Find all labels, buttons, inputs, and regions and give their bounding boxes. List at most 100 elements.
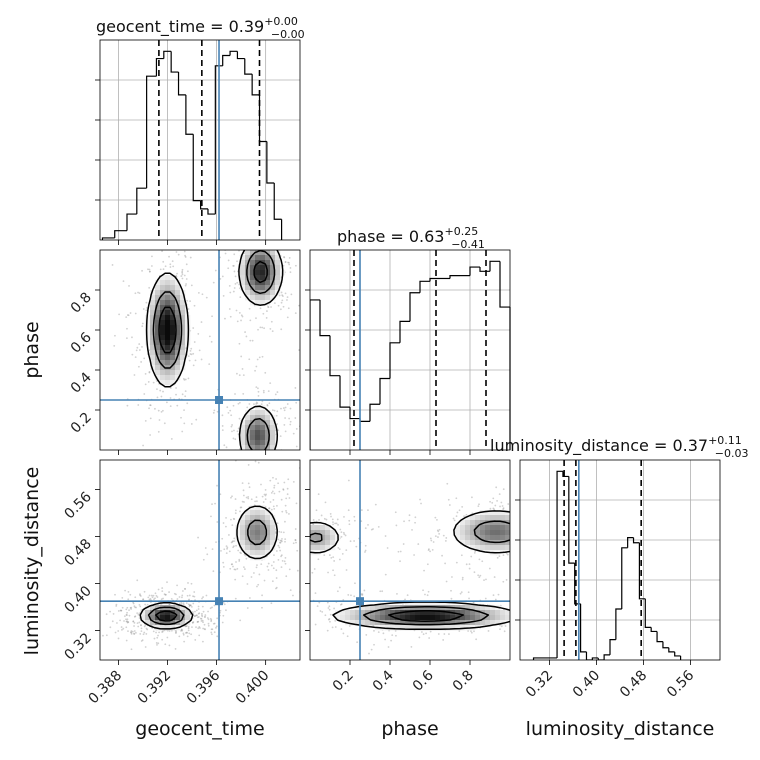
density-cell-0-30-0 [250, 250, 256, 256]
sample-point-2-814 [288, 526, 290, 528]
sample-point-2-167 [530, 503, 532, 505]
density-cell-0-33-33 [265, 415, 271, 421]
sample-point-1-712 [195, 626, 197, 629]
sample-point-2-670 [459, 592, 462, 595]
sample-point-1-258 [279, 541, 282, 544]
density-cell-0-29-34 [245, 420, 251, 426]
sample-point-1-56 [127, 621, 130, 623]
sample-point-2-410 [523, 628, 525, 630]
density-cell-0-28-6 [240, 280, 246, 286]
sample-point-1-883 [183, 640, 186, 643]
density-cell-2-38-12 [500, 520, 506, 526]
sample-point-0-208 [295, 445, 298, 448]
sample-point-2-378 [493, 508, 496, 511]
density-cell-0-32-33 [260, 415, 266, 421]
density-cell-0-30-3 [250, 265, 256, 271]
sample-point-2-91 [301, 544, 303, 546]
sample-point-0-83 [276, 201, 278, 203]
density-cell-0-32-9 [260, 295, 266, 301]
sample-point-2-515 [467, 591, 470, 594]
sample-point-2-449 [295, 550, 297, 552]
density-cell-0-34-1 [270, 255, 276, 261]
sample-point-0-667 [249, 339, 252, 342]
density-cell-2-14-29 [380, 605, 386, 611]
density-cell-0-13-18 [165, 340, 171, 346]
sample-point-0-598 [267, 456, 269, 458]
sample-point-0-633 [192, 352, 195, 355]
density-cell-2-39-13 [505, 525, 510, 531]
sample-point-0-330 [198, 349, 201, 352]
sample-point-1-838 [156, 643, 158, 646]
density-cell-1-31-10 [255, 510, 261, 516]
density-cell-2-0-16 [310, 540, 316, 546]
sample-point-0-254 [243, 452, 245, 454]
sample-point-0-350 [289, 245, 291, 247]
sample-point-2-844 [408, 519, 411, 522]
sample-point-0-217 [234, 282, 237, 285]
sample-point-0-890 [149, 404, 152, 407]
sample-point-0-882 [229, 315, 232, 318]
sample-point-2-487 [390, 639, 393, 642]
density-cell-2-30-29 [460, 605, 466, 611]
sample-point-1-462 [280, 531, 283, 533]
density-cell-2-39-14 [505, 530, 510, 536]
density-cell-0-13-12 [165, 310, 171, 316]
sample-point-1-70 [188, 594, 191, 597]
density-cell-0-10-22 [150, 360, 156, 366]
density-cell-0-11-11 [155, 305, 161, 311]
sample-point-0-666 [170, 234, 172, 236]
sample-point-2-859 [287, 567, 289, 569]
sample-point-1-570 [285, 575, 288, 578]
sample-point-0-105 [284, 246, 286, 248]
sample-point-0-578 [282, 305, 285, 308]
sample-point-0-259 [276, 423, 278, 425]
sample-point-0-464 [212, 281, 215, 284]
sample-point-0-139 [269, 382, 272, 385]
sample-point-2-557 [336, 518, 339, 521]
sample-point-0-713 [131, 353, 134, 356]
density-cell-0-15-22 [175, 360, 181, 366]
density-cell-0-12-6 [160, 280, 166, 286]
sample-point-1-616 [219, 609, 222, 612]
sample-point-0-855 [256, 244, 258, 246]
density-cell-2-32-11 [470, 515, 476, 521]
title-phase: phase = 0.63+0.25 −0.41 [337, 225, 485, 251]
sample-point-0-37 [237, 462, 239, 464]
density-cell-1-11-30 [155, 610, 161, 616]
density-cell-2-7-30 [345, 610, 351, 616]
hist-bin-phase-10 [409, 292, 420, 322]
sample-point-2-580 [497, 593, 500, 596]
sample-point-1-791 [161, 630, 164, 633]
sample-point-2-447 [314, 623, 317, 626]
density-cell-2-30-14 [460, 530, 466, 536]
sample-point-2-203 [511, 551, 513, 553]
sample-point-1-560 [170, 597, 173, 600]
sample-point-1-347 [241, 482, 244, 485]
sample-point-1-846 [138, 617, 141, 619]
sample-point-0-220 [182, 377, 185, 380]
sample-point-0-704 [294, 387, 297, 389]
density-cell-2-32-29 [470, 605, 476, 611]
sample-point-0-92 [134, 356, 137, 358]
sample-point-1-647 [139, 593, 141, 595]
sample-point-2-271 [479, 574, 482, 577]
sample-point-0-406 [144, 372, 147, 375]
sample-point-0-558 [148, 270, 151, 273]
density-cell-1-29-15 [245, 535, 251, 541]
sample-point-1-92 [230, 563, 233, 566]
density-cell-0-11-7 [155, 285, 161, 291]
sample-point-0-370 [236, 372, 238, 375]
density-cell-1-30-15 [250, 535, 256, 541]
contour-1-level-2 [155, 610, 178, 622]
sample-point-2-129 [571, 536, 573, 538]
sample-point-1-410 [207, 624, 210, 627]
density-cell-1-15-30 [175, 610, 181, 616]
density-cell-2-2-17 [320, 545, 326, 551]
density-cell-0-34-9 [270, 295, 276, 301]
sample-point-2-22 [330, 556, 333, 559]
sample-point-2-874 [325, 518, 328, 521]
sample-point-0-53 [247, 244, 249, 246]
density-cell-0-32-10 [260, 300, 266, 306]
hist-bin-phase-0 [310, 299, 320, 450]
sample-point-1-881 [114, 593, 116, 596]
